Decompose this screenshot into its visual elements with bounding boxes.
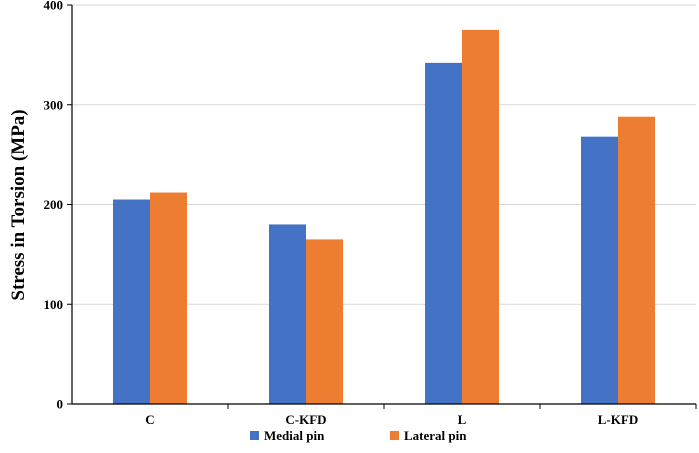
bar-l-lateral-pin [462, 29, 499, 404]
y-axis-title: Stress in Torsion (MPa) [8, 109, 29, 300]
y-tick-label: 400 [44, 0, 64, 13]
legend-swatch [250, 431, 259, 440]
y-tick-label: 300 [44, 97, 64, 112]
x-tick-label: L-KFD [598, 412, 638, 427]
legend-swatch [390, 431, 399, 440]
y-tick-labels: 0 100 200 300 400 [44, 0, 64, 412]
bar-c-kfd-medial-pin [269, 224, 306, 404]
bar-l-kfd-medial-pin [581, 136, 618, 405]
bar-c-lateral-pin [150, 192, 187, 404]
y-tick-label: 200 [44, 197, 64, 212]
x-tick-labels: C C-KFD L L-KFD [145, 404, 697, 427]
bar-l-kfd-lateral-pin [618, 116, 655, 404]
legend-label: Medial pin [264, 428, 325, 443]
bar-c-kfd-lateral-pin [306, 239, 343, 404]
x-tick-label: C [145, 412, 154, 427]
legend-item-lateral-pin: Lateral pin [390, 428, 467, 443]
y-tick-label: 0 [57, 397, 64, 412]
bars [113, 29, 655, 405]
x-tick-label: L [458, 412, 467, 427]
y-tick-label: 100 [44, 297, 64, 312]
legend-item-medial-pin: Medial pin [250, 428, 325, 443]
x-tick-label: C-KFD [285, 412, 326, 427]
legend: Medial pin Lateral pin [250, 428, 467, 443]
bar-c-medial-pin [113, 199, 150, 404]
bar-l-medial-pin [425, 62, 462, 404]
legend-label: Lateral pin [404, 428, 467, 443]
